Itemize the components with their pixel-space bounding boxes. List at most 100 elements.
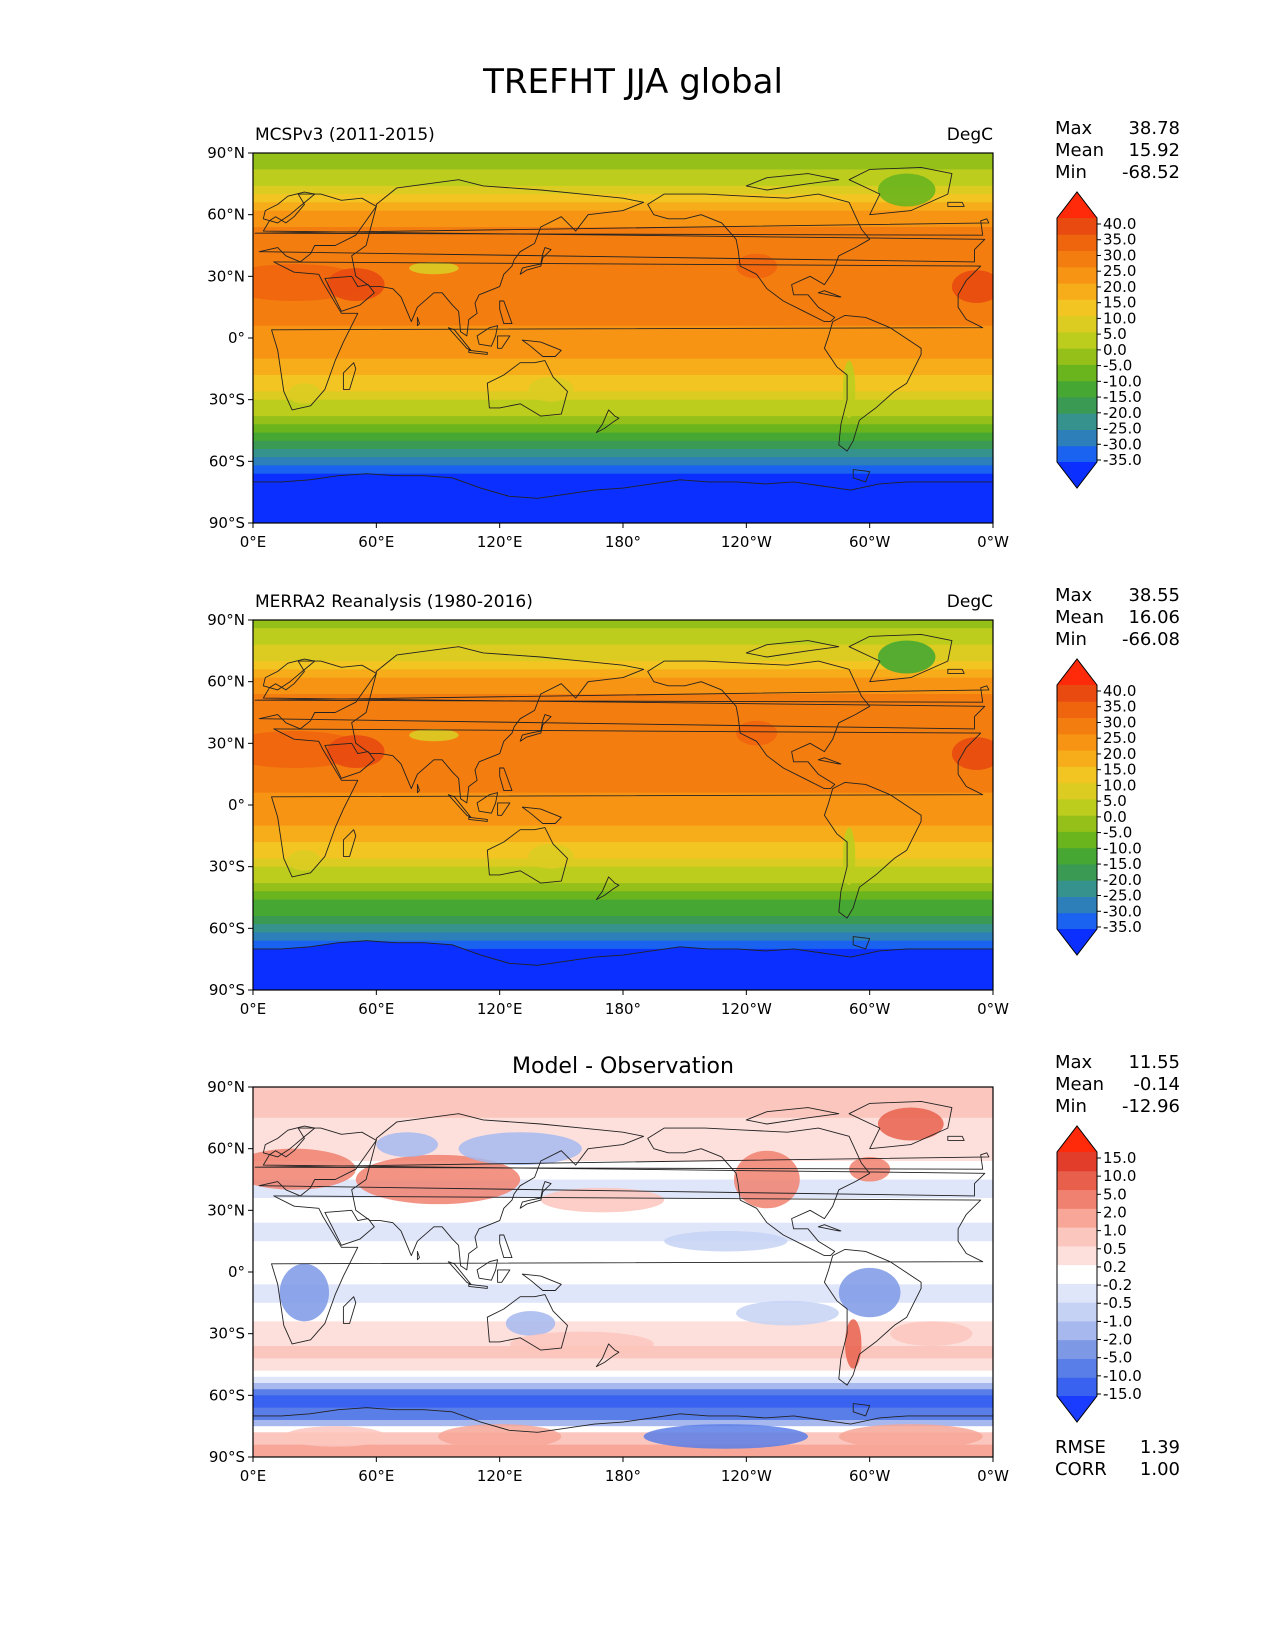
colorbar-tick-label: -15.0 xyxy=(1103,855,1142,873)
lat-tick-label: 90°N xyxy=(207,144,245,162)
latitude-band xyxy=(253,1401,993,1409)
coastline-antarctica-pen xyxy=(113,1404,130,1416)
field-patch xyxy=(664,1230,788,1252)
colorbar-segment xyxy=(1057,315,1097,333)
latitude-band xyxy=(253,924,993,933)
latitude-band xyxy=(253,383,993,392)
continent-outlines xyxy=(113,1100,1252,1433)
stat-label-max: Max xyxy=(1055,118,1093,139)
latitude-band xyxy=(253,399,993,409)
coastline-greenland xyxy=(848,633,953,683)
coastline-australia xyxy=(486,827,568,884)
colorbar-tick-label: -0.2 xyxy=(1103,1276,1132,1294)
latitude-band xyxy=(253,1315,993,1322)
field-patch xyxy=(528,377,574,402)
coastline-europe xyxy=(258,193,986,263)
latitude-band xyxy=(253,153,993,162)
coastline-southamerica xyxy=(823,781,922,919)
longitude-axis: 0°E 60°E 120°E 180° 120°W 60°W 0°W xyxy=(240,990,1009,1018)
coastline-australia xyxy=(486,360,568,417)
latitude-band xyxy=(253,916,993,925)
coastline-sulawesi xyxy=(497,802,511,816)
latitude-band xyxy=(253,784,993,794)
coastline-europe xyxy=(999,194,1275,262)
coastline-java xyxy=(1209,1284,1228,1288)
stats-block: Max 38.78 Mean 15.92 Min -68.52 xyxy=(1055,118,1180,183)
coastline-sulawesi xyxy=(1238,336,1250,348)
coastline-newguinea xyxy=(1262,807,1275,823)
colorbar-segment xyxy=(1057,1339,1097,1359)
coastline-japan xyxy=(519,247,552,275)
colorbar-tick-label: 10.0 xyxy=(1103,1167,1136,1185)
latitude-band xyxy=(253,276,993,286)
panel-center-title: Model - Observation xyxy=(512,1054,734,1079)
colorbar-tick-label: 20.0 xyxy=(1103,278,1136,296)
latitude-band xyxy=(253,309,993,318)
coastline-borneo xyxy=(1217,793,1238,814)
latitude-band xyxy=(253,685,993,695)
coastline-sulawesi xyxy=(497,335,511,349)
colorbar-segment xyxy=(1057,831,1097,849)
latitude-band xyxy=(253,883,993,892)
latitude-band xyxy=(253,1093,993,1100)
coastline-africa xyxy=(271,728,984,878)
latitude-band xyxy=(253,644,993,654)
lon-tick-label: 120°W xyxy=(721,1467,772,1485)
coastline-japan xyxy=(1260,715,1275,742)
field-patch xyxy=(890,1321,973,1346)
colorbar-segment xyxy=(1057,1189,1097,1209)
field-patch xyxy=(279,1263,330,1322)
latitude-band xyxy=(253,1148,993,1156)
latitude-band xyxy=(253,218,993,228)
coastline-northamerica xyxy=(647,1127,871,1257)
colorbar-tick-label: -30.0 xyxy=(1103,435,1142,453)
figure-title: TREFHT JJA global xyxy=(482,62,783,102)
antarctic-cold-region xyxy=(253,940,993,990)
lat-tick-label: 0° xyxy=(228,329,245,347)
lat-tick-label: 30°S xyxy=(209,1325,245,1343)
colorbar-tick-label: -20.0 xyxy=(1103,404,1142,422)
coastline-sumatra xyxy=(1188,1262,1211,1285)
colorbar-extend-min xyxy=(1057,462,1097,488)
latitude-band xyxy=(253,210,993,220)
colorbar-tick-label: 20.0 xyxy=(1103,745,1136,763)
lat-tick-label: 30°N xyxy=(207,1201,245,1219)
stat-label-max: Max xyxy=(1055,585,1093,606)
coastline-antarctica xyxy=(253,473,993,499)
panel-mcsp: MCSPv3 (2011-2015) DegC 90°N 60°N 30°N 0° 30… xyxy=(0,118,1275,551)
colorbar-tick-label: -35.0 xyxy=(1103,451,1142,469)
metric-value-rmse: 1.39 xyxy=(1140,1437,1180,1458)
lon-tick-label: 180° xyxy=(605,1000,641,1018)
coastline-newguinea xyxy=(521,339,562,357)
field-patch xyxy=(401,700,517,725)
stat-label-mean: Mean xyxy=(1055,1074,1104,1095)
latitude-band xyxy=(253,473,993,483)
colorbar-tick-label: -30.0 xyxy=(1103,902,1142,920)
lon-tick-label: 180° xyxy=(605,1467,641,1485)
colorbar-tick-label: 5.0 xyxy=(1103,325,1127,343)
coastline-uk xyxy=(254,218,990,236)
latitude-band xyxy=(253,948,993,958)
field-patch xyxy=(409,728,459,742)
coastline-northamerica xyxy=(0,661,130,789)
lon-tick-label: 60°E xyxy=(358,1000,394,1018)
colorbar-tick-label: 35.0 xyxy=(1103,231,1136,249)
colorbar-segment xyxy=(1057,896,1097,914)
latitude-band xyxy=(253,391,993,401)
colorbar-extend-max xyxy=(1057,192,1097,218)
lon-tick-label: 120°E xyxy=(477,1467,523,1485)
latitude-band xyxy=(253,636,993,646)
coastline-uk xyxy=(254,1152,990,1170)
latitude-band xyxy=(253,1179,993,1187)
lat-tick-label: 90°S xyxy=(209,514,245,532)
coastline-northamerica xyxy=(0,194,130,322)
colorbar-extend-min xyxy=(1057,1396,1097,1422)
colorbar-extend-max xyxy=(1057,1126,1097,1152)
coastline-philippines xyxy=(1240,1235,1252,1258)
lat-tick-label: 30°S xyxy=(209,391,245,409)
colorbar-tick-label: -5.0 xyxy=(1103,357,1132,375)
colorbar-segment xyxy=(1057,445,1097,463)
stat-value-min: -66.08 xyxy=(1122,629,1180,650)
stat-label-min: Min xyxy=(1055,162,1087,183)
colorbar-tick-label: 1.0 xyxy=(1103,1222,1127,1240)
